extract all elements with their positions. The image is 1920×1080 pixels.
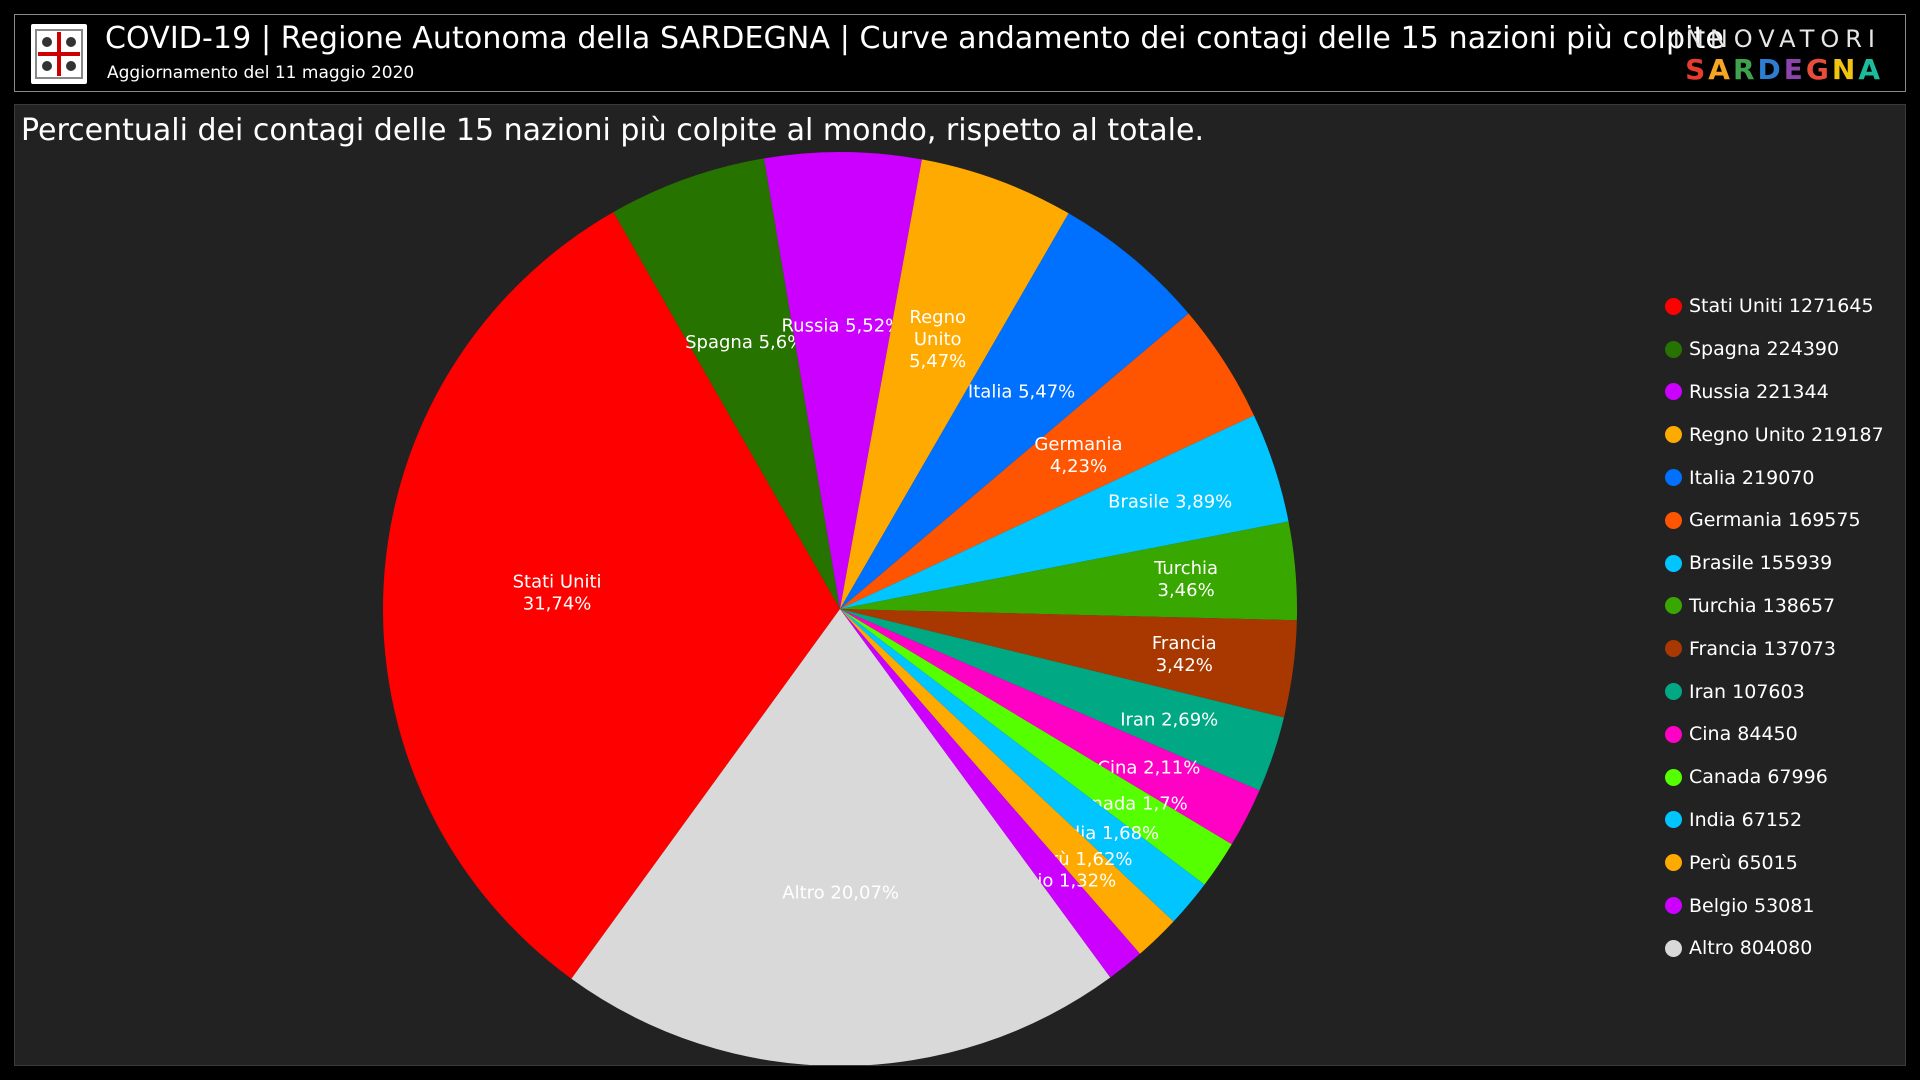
legend-item: Canada 67996 [1665, 756, 1895, 799]
pie-slice-india [840, 609, 1205, 922]
brand-innovatori: INNOVATORI [1672, 25, 1881, 53]
legend-swatch [1665, 939, 1682, 957]
legend-swatch [1665, 554, 1682, 572]
legend-swatch [1665, 768, 1682, 786]
brand-letter: D [1757, 53, 1784, 86]
brand-letter: R [1732, 53, 1758, 86]
pie-chart: Stati Uniti 31,74% Spagna 5,6%Russia 5,52%… [382, 151, 1297, 1065]
chart-legend: Stati Uniti 1271645 Spagna 224390 Russia 2… [1665, 285, 1895, 970]
brand-letter: E [1783, 53, 1806, 86]
header-bar: COVID-19 | Regione Autonoma della SARDEG… [14, 14, 1906, 92]
legend-swatch [1665, 811, 1682, 829]
slice-label-spagna: Spagna 5,6% [685, 332, 804, 353]
legend-swatch [1665, 725, 1682, 743]
legend-item: Belgio 53081 [1665, 884, 1895, 927]
brand-letter: A [1858, 53, 1883, 86]
legend-item: Turchia 138657 [1665, 585, 1895, 628]
legend-label: Germania 169575 [1689, 509, 1861, 532]
legend-item: Brasile 155939 [1665, 542, 1895, 585]
legend-label: Brasile 155939 [1689, 552, 1833, 575]
pie-slice-regno-unito [840, 159, 1069, 609]
legend-label: Turchia 138657 [1689, 594, 1836, 617]
pie-slice-altro [571, 609, 1111, 1065]
brand-sardegna: SARDEGNA [1685, 53, 1883, 86]
slice-label-regno-unito: Regno Unito 5,47% [909, 307, 966, 372]
legend-swatch [1665, 426, 1682, 444]
legend-item: Francia 137073 [1665, 627, 1895, 670]
legend-swatch [1665, 640, 1682, 658]
pie-slice-germania [840, 313, 1254, 609]
pie-slice-brasile [840, 415, 1289, 609]
slice-label-germania: Germania 4,23% [1034, 434, 1122, 477]
legend-label: Belgio 53081 [1689, 894, 1815, 917]
brand-letter: A [1708, 53, 1733, 86]
legend-swatch [1665, 469, 1682, 487]
slice-label-francia: Francia 3,42% [1152, 633, 1217, 676]
legend-item: Stati Uniti 1271645 [1665, 285, 1895, 328]
legend-label: Francia 137073 [1689, 637, 1836, 660]
slice-label-russia: Russia 5,52% [781, 316, 902, 337]
slice-label-brasile: Brasile 3,89% [1108, 491, 1232, 512]
legend-label: India 67152 [1689, 808, 1803, 831]
legend-swatch [1665, 383, 1682, 401]
pie-slice-turchia [840, 521, 1297, 621]
legend-label: Stati Uniti 1271645 [1689, 295, 1874, 318]
pie-slice-perù [840, 609, 1174, 954]
legend-label: Italia 219070 [1689, 466, 1815, 489]
legend-item: Iran 107603 [1665, 670, 1895, 713]
chart-panel: Percentuali dei contagi delle 15 nazioni… [14, 104, 1906, 1066]
pie-slice-russia [764, 151, 922, 609]
pie-slice-canada [840, 609, 1232, 885]
slice-label-cina: Cina 2,11% [1097, 758, 1200, 779]
legend-label: Spagna 224390 [1689, 338, 1840, 361]
slice-label-turchia: Turchia 3,46% [1153, 558, 1218, 601]
pie-slice-belgio [840, 609, 1140, 978]
brand-letter: N [1831, 53, 1859, 86]
pie-slice-francia [840, 609, 1297, 718]
legend-swatch [1665, 511, 1682, 529]
brand-letter: G [1805, 53, 1832, 86]
update-date: Aggiornamento del 11 maggio 2020 [107, 63, 415, 83]
legend-item: Regno Unito 219187 [1665, 413, 1895, 456]
legend-swatch [1665, 854, 1682, 872]
legend-swatch [1665, 597, 1682, 615]
legend-item: Italia 219070 [1665, 456, 1895, 499]
pie-slice-stati-uniti [382, 212, 840, 979]
pie-slice-cina [840, 609, 1260, 845]
legend-item: Perù 65015 [1665, 841, 1895, 884]
legend-item: Germania 169575 [1665, 499, 1895, 542]
legend-swatch [1665, 683, 1682, 701]
slice-label-iran: Iran 2,69% [1120, 710, 1218, 731]
crest-icon [35, 29, 83, 79]
page-title: COVID-19 | Regione Autonoma della SARDEG… [105, 21, 1724, 56]
slice-label-italia: Italia 5,47% [968, 382, 1075, 403]
legend-label: Altro 804080 [1689, 937, 1813, 960]
slice-label-altro: Altro 20,07% [782, 882, 899, 903]
pie-slice-italia [840, 213, 1189, 609]
legend-label: Iran 107603 [1689, 680, 1805, 703]
pie-slice-spagna [613, 158, 840, 609]
chart-title: Percentuali dei contagi delle 15 nazioni… [21, 113, 1204, 148]
legend-swatch [1665, 897, 1682, 915]
sardinia-crest-logo [31, 24, 87, 84]
legend-label: Russia 221344 [1689, 380, 1829, 403]
legend-item: Cina 84450 [1665, 713, 1895, 756]
legend-label: Cina 84450 [1689, 723, 1798, 746]
legend-item: Russia 221344 [1665, 371, 1895, 414]
legend-label: Regno Unito 219187 [1689, 423, 1884, 446]
brand-letter: S [1685, 53, 1709, 86]
legend-label: Canada 67996 [1689, 766, 1828, 789]
legend-swatch [1665, 340, 1682, 358]
pie-slice-iran [840, 609, 1284, 791]
legend-item: India 67152 [1665, 799, 1895, 842]
legend-item: Spagna 224390 [1665, 328, 1895, 371]
legend-label: Perù 65015 [1689, 851, 1798, 874]
slice-label-stati-uniti: Stati Uniti 31,74% [513, 572, 602, 615]
legend-item: Altro 804080 [1665, 927, 1895, 970]
legend-swatch [1665, 297, 1682, 315]
